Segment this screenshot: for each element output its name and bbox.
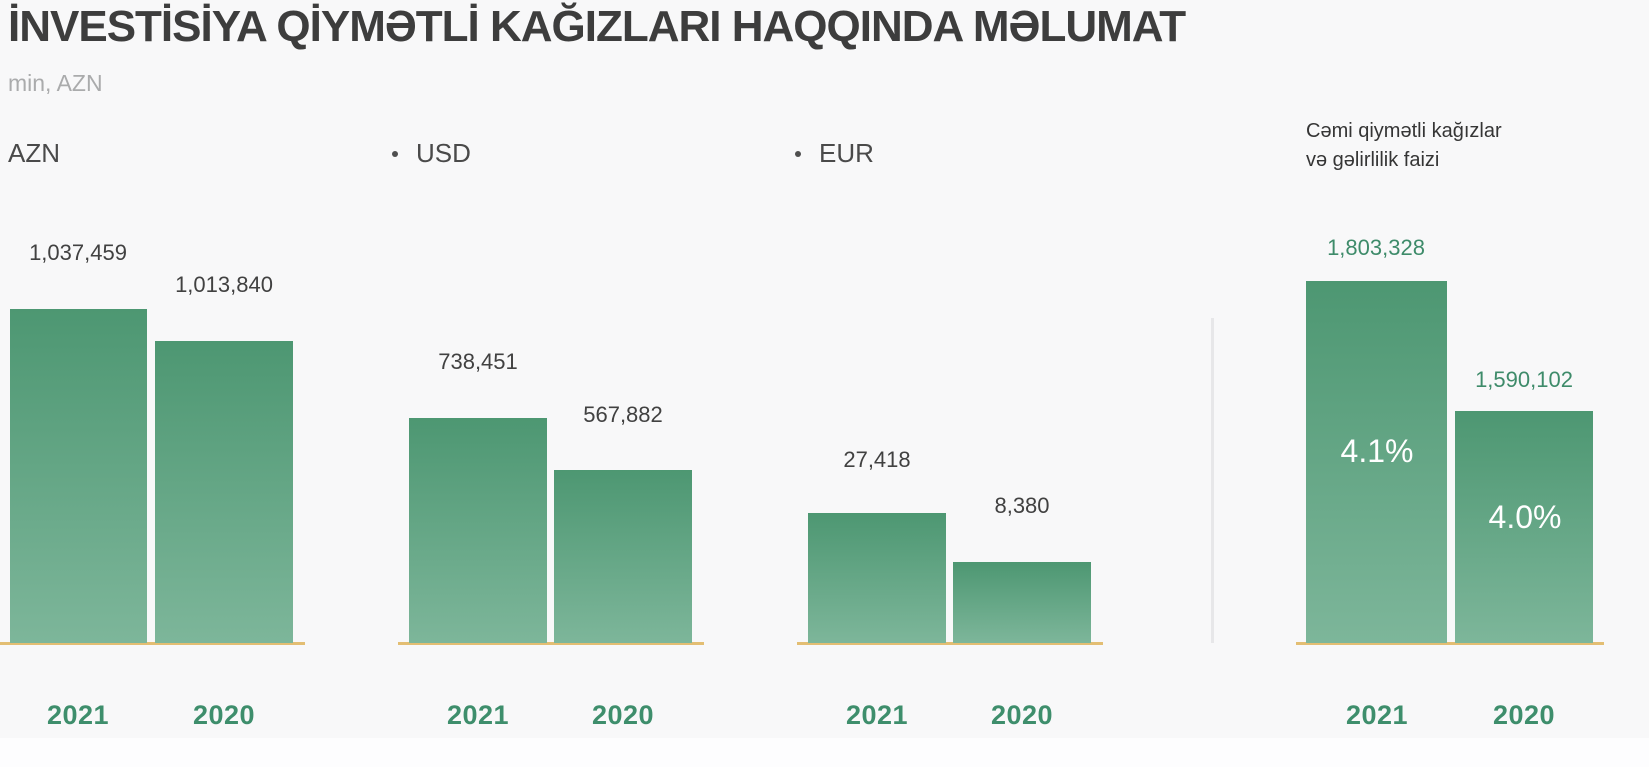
value-label-usd-2020: 567,882 <box>583 402 663 427</box>
value-label-eur-2021: 27,418 <box>843 447 911 472</box>
bar-azn-2021 <box>10 309 147 643</box>
baseline-azn <box>0 642 305 645</box>
group-label-eur: EUR <box>795 138 874 169</box>
year-label-eur-2021: 2021 <box>845 700 909 730</box>
bar-total-2021 <box>1306 281 1447 643</box>
total-label-line2: və gəlirlilik faizi <box>1306 149 1440 171</box>
currency-label: AZN <box>8 138 60 168</box>
year-label-azn-2021: 2021 <box>46 700 110 730</box>
value-label-eur-2020: 8,380 <box>994 493 1050 518</box>
group-label-azn: AZN <box>8 138 60 169</box>
page-title: İNVESTİSİYA QİYMƏTLİ KAĞIZLARI HAQQINDA … <box>8 2 1186 51</box>
baseline-total <box>1296 642 1604 645</box>
baseline-eur <box>797 642 1103 645</box>
group-label-total: Cəmi qiymətli kağızlar və gəlirlilik fai… <box>1306 117 1502 175</box>
year-label-azn-2020: 2020 <box>192 700 256 730</box>
bar-eur-2020 <box>953 562 1091 643</box>
value-label-azn-2020: 1,013,840 <box>175 272 273 297</box>
value-label-azn-2021: 1,037,459 <box>29 240 127 265</box>
value-label-total-2020: 1,590,102 <box>1475 367 1573 392</box>
section-divider <box>1211 318 1214 643</box>
year-label-total-2020: 2020 <box>1492 700 1556 730</box>
bar-usd-2020 <box>554 470 692 643</box>
footer-strip <box>0 738 1649 767</box>
yield-pct-2020: 4.0% <box>1488 499 1562 535</box>
bullet-icon <box>795 150 801 157</box>
value-label-total-2021: 1,803,328 <box>1327 235 1425 260</box>
bar-total-2020 <box>1455 411 1593 643</box>
bar-azn-2020 <box>155 341 293 643</box>
yield-pct-2021: 4.1% <box>1340 433 1414 469</box>
year-label-total-2021: 2021 <box>1345 700 1409 730</box>
chart-unit-label: min, AZN <box>8 70 103 96</box>
currency-label: EUR <box>819 138 874 168</box>
value-label-usd-2021: 738,451 <box>438 349 518 374</box>
bar-eur-2021 <box>808 513 946 643</box>
group-label-usd: USD <box>392 138 471 169</box>
baseline-usd <box>398 642 704 645</box>
bar-usd-2021 <box>409 418 547 643</box>
bullet-icon <box>392 150 398 157</box>
year-label-usd-2020: 2020 <box>591 700 655 730</box>
currency-label: USD <box>416 138 471 168</box>
year-label-usd-2021: 2021 <box>446 700 510 730</box>
year-label-eur-2020: 2020 <box>990 700 1054 730</box>
total-label-line1: Cəmi qiymətli kağızlar <box>1306 120 1502 142</box>
